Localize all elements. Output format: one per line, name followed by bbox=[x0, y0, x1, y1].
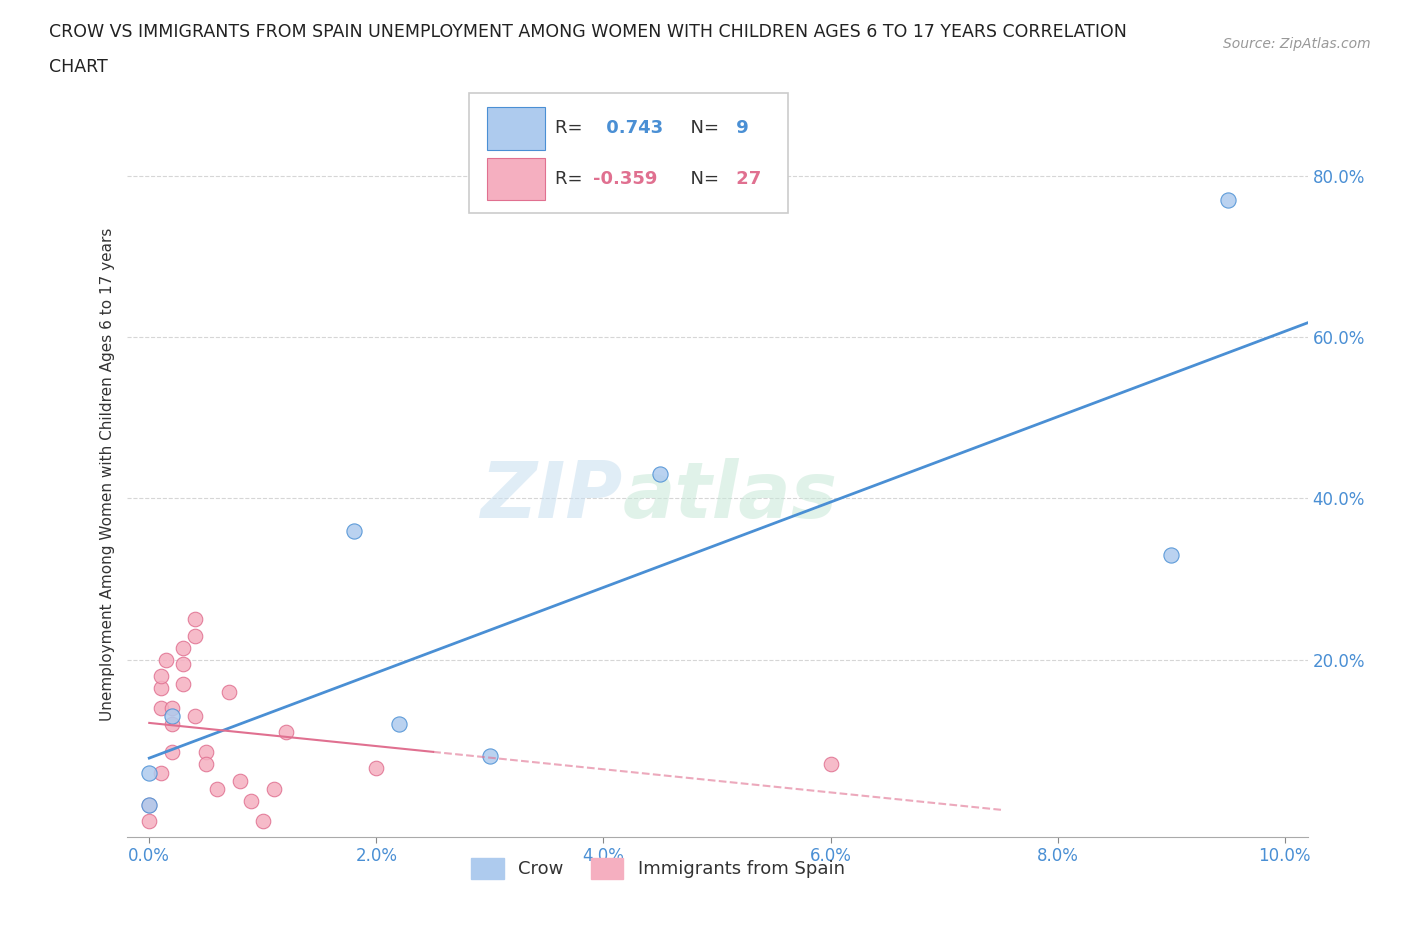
Point bbox=[160, 700, 183, 715]
Point bbox=[138, 797, 160, 812]
Point bbox=[149, 765, 172, 780]
Point bbox=[183, 612, 205, 627]
Point bbox=[160, 717, 183, 732]
Text: 0.743: 0.743 bbox=[600, 119, 664, 138]
Point bbox=[274, 724, 297, 739]
Point bbox=[820, 757, 842, 772]
Point bbox=[149, 700, 172, 715]
FancyBboxPatch shape bbox=[486, 107, 544, 150]
Legend: Crow, Immigrants from Spain: Crow, Immigrants from Spain bbox=[464, 851, 852, 886]
Point bbox=[240, 793, 263, 808]
Point bbox=[195, 745, 218, 760]
Text: R=: R= bbox=[555, 119, 589, 138]
Text: N=: N= bbox=[679, 170, 725, 188]
Point bbox=[172, 640, 194, 655]
Text: ZIP: ZIP bbox=[481, 458, 623, 534]
Point bbox=[218, 684, 240, 699]
Point bbox=[195, 757, 218, 772]
Point bbox=[138, 797, 160, 812]
Text: 9: 9 bbox=[730, 119, 749, 138]
Point bbox=[155, 652, 177, 667]
Point bbox=[229, 773, 252, 788]
Text: R=: R= bbox=[555, 170, 589, 188]
Point bbox=[149, 681, 172, 696]
Point bbox=[138, 814, 160, 829]
Point bbox=[160, 709, 183, 724]
Point bbox=[160, 745, 183, 760]
Point bbox=[343, 524, 366, 538]
Text: Source: ZipAtlas.com: Source: ZipAtlas.com bbox=[1223, 37, 1371, 51]
Point bbox=[1216, 193, 1239, 207]
Point bbox=[207, 781, 229, 796]
Point bbox=[172, 676, 194, 691]
Point bbox=[183, 709, 205, 724]
Text: CHART: CHART bbox=[49, 58, 108, 75]
Text: 27: 27 bbox=[730, 170, 761, 188]
Point bbox=[263, 781, 285, 796]
Point bbox=[149, 669, 172, 684]
Point bbox=[183, 628, 205, 643]
Point bbox=[388, 717, 411, 732]
Point bbox=[650, 467, 672, 482]
Point bbox=[366, 761, 388, 776]
FancyBboxPatch shape bbox=[470, 94, 787, 213]
Y-axis label: Unemployment Among Women with Children Ages 6 to 17 years: Unemployment Among Women with Children A… bbox=[100, 228, 115, 721]
Text: -0.359: -0.359 bbox=[593, 170, 658, 188]
Point bbox=[172, 657, 194, 671]
Point bbox=[138, 765, 160, 780]
Text: atlas: atlas bbox=[623, 458, 838, 534]
FancyBboxPatch shape bbox=[486, 158, 544, 201]
Point bbox=[478, 749, 501, 764]
Text: CROW VS IMMIGRANTS FROM SPAIN UNEMPLOYMENT AMONG WOMEN WITH CHILDREN AGES 6 TO 1: CROW VS IMMIGRANTS FROM SPAIN UNEMPLOYME… bbox=[49, 23, 1128, 41]
Text: N=: N= bbox=[679, 119, 725, 138]
Point bbox=[1160, 548, 1182, 563]
Point bbox=[252, 814, 274, 829]
